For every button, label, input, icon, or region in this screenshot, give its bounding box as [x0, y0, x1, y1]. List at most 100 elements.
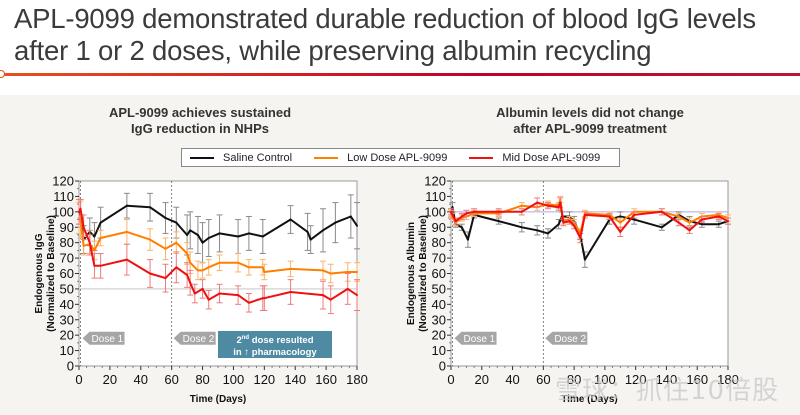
- watermark: 雪球：抓住10倍股: [555, 376, 780, 406]
- right-series-mid-dose-apl-9099: [448, 197, 731, 244]
- divider-dot: [0, 70, 5, 78]
- right-ytick-label: 70: [432, 251, 446, 266]
- right-point-mid-dose-apl-9099: [465, 212, 468, 215]
- left-point-saline-control: [322, 229, 325, 232]
- legend: Saline Control Low Dose APL-9099 Mid Dos…: [181, 148, 620, 167]
- right-point-saline-control: [619, 215, 622, 218]
- left-point-saline-control: [218, 232, 221, 235]
- left-point-low-dose-apl-9099: [201, 269, 204, 272]
- left-point-low-dose-apl-9099: [79, 218, 82, 221]
- right-ytick-label: 30: [432, 312, 446, 327]
- note-prefix: 2: [236, 335, 242, 347]
- left-point-mid-dose-apl-9099: [99, 264, 102, 267]
- left-point-low-dose-apl-9099: [93, 249, 96, 252]
- left-point-low-dose-apl-9099: [322, 269, 325, 272]
- second-dose-note: 2nd dose resulted in ↑ pharmacology: [218, 331, 332, 358]
- right-xtick-label: 20: [475, 372, 489, 387]
- right-point-saline-control: [460, 226, 463, 229]
- left-point-low-dose-apl-9099: [149, 238, 152, 241]
- left-ytick-label: 110: [53, 189, 74, 204]
- left-point-saline-control: [261, 235, 264, 238]
- right-dose-tag-label-1: Dose 1: [464, 334, 496, 345]
- right-point-saline-control: [557, 223, 560, 226]
- left-point-mid-dose-apl-9099: [207, 298, 210, 301]
- left-xtick-label: 80: [195, 372, 209, 387]
- left-point-low-dose-apl-9099: [289, 267, 292, 270]
- right-xtick-label: 100: [594, 372, 616, 387]
- right-point-mid-dose-apl-9099: [619, 230, 622, 233]
- left-point-saline-control: [164, 217, 167, 219]
- legend-label-mid-dose: Mid Dose APL-9099: [502, 151, 601, 164]
- left-point-low-dose-apl-9099: [175, 241, 178, 244]
- right-y-axis-label-line-2: (Normalized to Baseline): [418, 215, 429, 332]
- right-point-mid-dose-apl-9099: [454, 220, 457, 223]
- left-chart-title-line-1: APL-9099 achieves sustained: [108, 105, 292, 120]
- left-point-saline-control: [289, 218, 292, 221]
- right-line-mid-dose-apl-9099: [450, 201, 729, 239]
- left-chart-title: APL-9099 achieves sustained IgG reductio…: [80, 105, 320, 137]
- left-x-axis-label: Time (Days): [190, 394, 247, 405]
- right-point-saline-control: [717, 223, 720, 226]
- right-ytick-label: 100: [424, 204, 446, 219]
- right-dose-tag-2: [545, 331, 588, 345]
- left-point-mid-dose-apl-9099: [78, 210, 80, 213]
- right-point-saline-control: [466, 238, 469, 241]
- slide-title-line-1: APL-9099 demonstrated durable reduction …: [14, 3, 756, 34]
- left-point-saline-control: [334, 221, 337, 224]
- right-x-axis-label: Time (Days): [561, 394, 618, 405]
- right-point-mid-dose-apl-9099: [557, 206, 560, 209]
- right-point-saline-control: [546, 232, 549, 235]
- left-point-mid-dose-apl-9099: [82, 226, 85, 229]
- left-xtick-label: 40: [134, 372, 148, 387]
- right-point-low-dose-apl-9099: [688, 221, 691, 224]
- legend-swatch-saline: [190, 156, 214, 159]
- left-ytick-label: 100: [52, 204, 74, 219]
- left-point-saline-control: [247, 232, 250, 235]
- right-dose-tag-1: [454, 331, 497, 345]
- left-ytick-label: 90: [60, 220, 74, 235]
- left-point-low-dose-apl-9099: [247, 266, 250, 269]
- note-line-1: 2nd dose resulted: [218, 332, 332, 347]
- right-point-saline-control: [451, 206, 454, 209]
- right-xtick-label: 180: [717, 372, 739, 387]
- left-point-mid-dose-apl-9099: [263, 297, 266, 300]
- left-point-low-dose-apl-9099: [218, 261, 221, 264]
- left-point-low-dose-apl-9099: [186, 252, 189, 255]
- right-ytick-label: 90: [432, 220, 446, 235]
- right-point-mid-dose-apl-9099: [562, 221, 565, 224]
- left-point-saline-control: [93, 235, 96, 238]
- left-point-low-dose-apl-9099: [125, 230, 128, 233]
- left-ytick-label: 80: [60, 235, 74, 250]
- left-y-axis-label-line-1: Endogenous IgG: [34, 233, 45, 313]
- left-ytick-label: 120: [52, 174, 74, 189]
- left-y-axis-label-line-2: (Normalized to Baseline): [46, 215, 57, 332]
- left-point-mid-dose-apl-9099: [329, 298, 332, 301]
- right-point-mid-dose-apl-9099: [497, 210, 500, 213]
- right-point-low-dose-apl-9099: [619, 221, 622, 224]
- left-point-low-dose-apl-9099: [196, 269, 199, 272]
- right-point-mid-dose-apl-9099: [717, 215, 720, 218]
- right-point-saline-control: [633, 218, 636, 221]
- right-ytick-label: 60: [432, 266, 446, 281]
- left-point-saline-control: [99, 221, 102, 224]
- right-point-saline-control: [497, 220, 500, 223]
- left-point-saline-control: [201, 241, 204, 244]
- left-ytick-label: 70: [60, 251, 74, 266]
- right-point-mid-dose-apl-9099: [583, 213, 586, 216]
- legend-item-mid-dose: Mid Dose APL-9099: [469, 152, 600, 164]
- left-dose-tag-label-1: Dose 1: [92, 334, 124, 345]
- left-chart-title-line-2: IgG reduction in NHPs: [131, 121, 269, 136]
- left-ytick-label: 0: [67, 359, 74, 374]
- left-point-low-dose-apl-9099: [329, 272, 332, 275]
- left-point-saline-control: [349, 215, 352, 218]
- left-xtick-label: 0: [75, 372, 82, 387]
- right-point-saline-control: [700, 223, 703, 226]
- right-ytick-label: 40: [432, 297, 446, 312]
- legend-swatch-low-dose: [314, 156, 339, 159]
- right-point-mid-dose-apl-9099: [460, 215, 463, 218]
- right-point-low-dose-apl-9099: [677, 215, 680, 218]
- legend-item-saline: Saline Control: [190, 152, 292, 164]
- left-point-saline-control: [196, 233, 199, 236]
- left-point-mid-dose-apl-9099: [164, 277, 167, 280]
- right-ytick-label: 10: [432, 343, 446, 358]
